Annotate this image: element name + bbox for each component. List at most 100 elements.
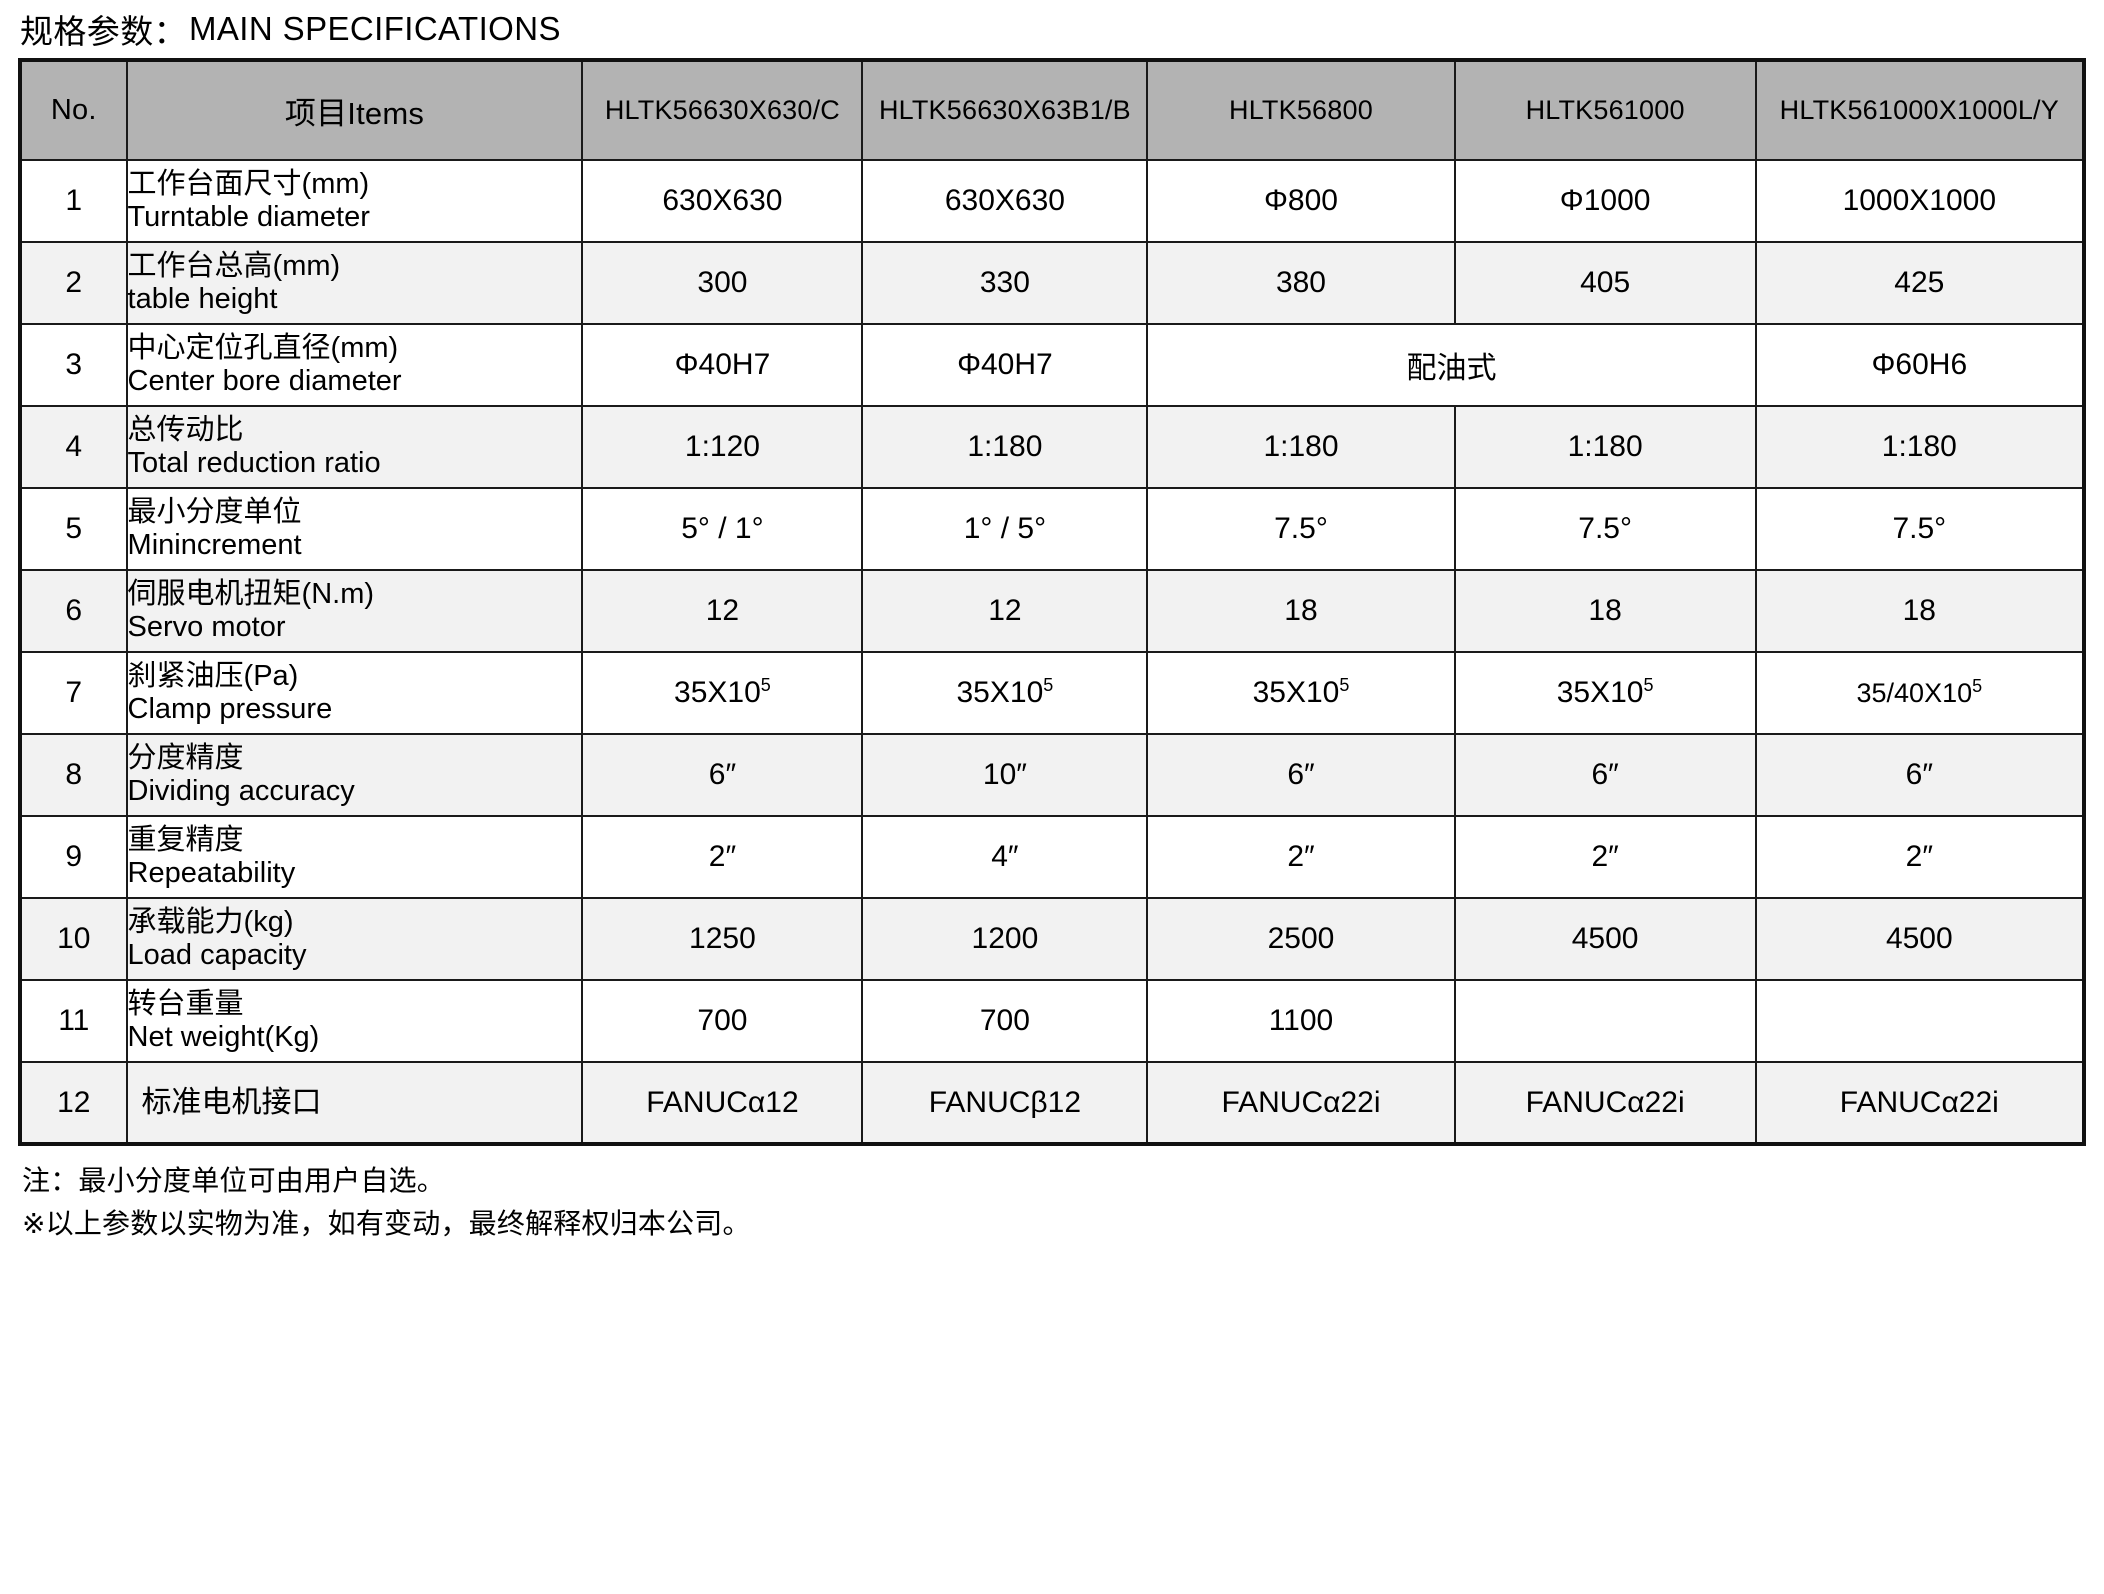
row-value: Φ40H7 — [581, 323, 864, 407]
row-value: 35X105 — [1146, 651, 1456, 735]
row-item-label-cn: 刹紧油压(Pa) — [127, 660, 299, 693]
row-value: 700 — [581, 979, 864, 1063]
table-row: 9 重复精度 Repeatability 2″ 4″ 2″ 2″ 2″ — [19, 815, 2086, 899]
row-item-label-cn: 转台重量 — [127, 988, 244, 1021]
row-value: 35X105 — [861, 651, 1149, 735]
row-value: FANUCα22i — [1146, 1061, 1456, 1145]
row-item-label-cn: 伺服电机扭矩(N.m) — [127, 578, 375, 611]
row-value: 700 — [861, 979, 1149, 1063]
page-title: 规格参数： MAIN SPECIFICATIONS — [18, 0, 2086, 58]
row-value: 10″ — [861, 733, 1149, 817]
footer-note-1: 注：最小分度单位可由用户自选。 — [22, 1165, 446, 1196]
row-value: 330 — [861, 241, 1149, 325]
row-value: FANUCα12 — [581, 1061, 864, 1145]
row-number: 8 — [19, 733, 128, 817]
row-value: 630X630 — [861, 159, 1149, 243]
row-value: 1250 — [581, 897, 864, 981]
table-header-row: No. 项目Items HLTK56630X630/C HLTK56630X63… — [19, 59, 2086, 161]
row-value: 6″ — [1453, 733, 1757, 817]
row-value: 35X105 — [581, 651, 864, 735]
row-item-label-en: Dividing accuracy — [127, 775, 355, 807]
row-item-label: 重复精度 Repeatability — [125, 815, 584, 899]
row-item-label-cn: 中心定位孔直径(mm) — [127, 332, 399, 365]
row-item-label-en: Center bore diameter — [127, 365, 402, 397]
row-item-label: 分度精度 Dividing accuracy — [125, 733, 584, 817]
value-exponent: 5 — [1972, 675, 1983, 696]
row-item-label-cn: 重复精度 — [127, 824, 244, 857]
row-item-label-en: Turntable diameter — [127, 201, 370, 233]
row-item-label: 承载能力(kg) Load capacity — [125, 897, 584, 981]
row-value: 35/40X105 — [1754, 651, 2086, 735]
row-item-label-cn: 分度精度 — [127, 742, 244, 775]
row-item-label: 工作台总高(mm) table height — [125, 241, 584, 325]
row-item-label: 标准电机接口 — [125, 1061, 584, 1145]
row-value: FANUCα22i — [1453, 1061, 1757, 1145]
row-value: 4500 — [1754, 897, 2086, 981]
table-row: 5 最小分度单位 Minincrement 5° / 1° 1° / 5° 7.5° 7.5… — [19, 487, 2086, 571]
row-item-label-cn: 工作台总高(mm) — [127, 250, 341, 283]
value-exponent: 5 — [1643, 675, 1654, 695]
row-value: 2″ — [581, 815, 864, 899]
row-number: 1 — [19, 159, 128, 243]
row-item-label-cn: 承载能力(kg) — [127, 906, 294, 939]
table-row: 11 转台重量 Net weight(Kg) 700 700 1100 — [19, 979, 2086, 1063]
page-title-cn: 规格参数： — [20, 13, 187, 50]
row-number: 3 — [19, 323, 128, 407]
row-value: 6″ — [1754, 733, 2086, 817]
row-value: 425 — [1754, 241, 2086, 325]
column-header-model-3: HLTK56800 — [1146, 59, 1456, 161]
value-exponent: 5 — [760, 675, 771, 695]
row-number: 10 — [19, 897, 128, 981]
row-value: 12 — [581, 569, 864, 653]
row-value: Φ40H7 — [861, 323, 1149, 407]
specifications-table: No. 项目Items HLTK56630X630/C HLTK56630X63… — [18, 58, 2086, 1146]
table-row: 7 刹紧油压(Pa) Clamp pressure 35X105 35X105 35X10… — [19, 651, 2086, 735]
row-value: Φ1000 — [1453, 159, 1757, 243]
table-row: 2 工作台总高(mm) table height 300 330 380 405 425 — [19, 241, 2086, 325]
row-value-merged: 配油式 — [1146, 323, 1757, 407]
row-value: 18 — [1146, 569, 1456, 653]
row-item-label: 最小分度单位 Minincrement — [125, 487, 584, 571]
value-exponent: 5 — [1043, 675, 1054, 695]
row-item-label-cn: 标准电机接口 — [141, 1085, 322, 1119]
row-item-label-cn: 最小分度单位 — [127, 496, 302, 529]
row-value: 2″ — [1146, 815, 1456, 899]
row-value: 6″ — [581, 733, 864, 817]
row-item-label-en: table height — [127, 283, 278, 315]
row-item-label-cn: 工作台面尺寸(mm) — [127, 168, 370, 201]
row-value: 4500 — [1453, 897, 1757, 981]
row-value: 2″ — [1453, 815, 1757, 899]
table-row: 4 总传动比 Total reduction ratio 1:120 1:180 1:18… — [19, 405, 2086, 489]
row-value: 380 — [1146, 241, 1456, 325]
row-item-label: 中心定位孔直径(mm) Center bore diameter — [125, 323, 584, 407]
row-value: 5° / 1° — [581, 487, 864, 571]
table-row: 6 伺服电机扭矩(N.m) Servo motor 12 12 18 18 18 — [19, 569, 2086, 653]
page-title-en: MAIN SPECIFICATIONS — [189, 10, 561, 47]
row-value: Φ60H6 — [1754, 323, 2086, 407]
row-value: 1:180 — [1453, 405, 1757, 489]
column-header-items: 项目Items — [125, 59, 584, 161]
row-number: 11 — [19, 979, 128, 1063]
row-value: 1:180 — [1754, 405, 2086, 489]
row-value — [1453, 979, 1757, 1063]
row-value — [1754, 979, 2086, 1063]
row-value: 12 — [861, 569, 1149, 653]
column-header-model-2: HLTK56630X63B1/B — [861, 59, 1149, 161]
row-item-label: 刹紧油压(Pa) Clamp pressure — [125, 651, 584, 735]
table-row: 1 工作台面尺寸(mm) Turntable diameter 630X630 630X… — [19, 159, 2086, 243]
row-number: 6 — [19, 569, 128, 653]
footer-note-2: ※以上参数以实物为准，如有变动，最终解释权归本公司。 — [22, 1207, 751, 1239]
table-row: 8 分度精度 Dividing accuracy 6″ 10″ 6″ 6″ 6″ — [19, 733, 2086, 817]
row-item-label-en: Clamp pressure — [127, 693, 333, 725]
row-item-label-en: Load capacity — [127, 939, 307, 971]
row-value: 4″ — [861, 815, 1149, 899]
row-value: 405 — [1453, 241, 1757, 325]
row-value: 1:120 — [581, 405, 864, 489]
row-number: 9 — [19, 815, 128, 899]
row-value: 1° / 5° — [861, 487, 1149, 571]
row-number: 5 — [19, 487, 128, 571]
row-item-label: 工作台面尺寸(mm) Turntable diameter — [125, 159, 584, 243]
row-value: 7.5° — [1146, 487, 1456, 571]
row-item-label-en: Repeatability — [127, 857, 296, 889]
